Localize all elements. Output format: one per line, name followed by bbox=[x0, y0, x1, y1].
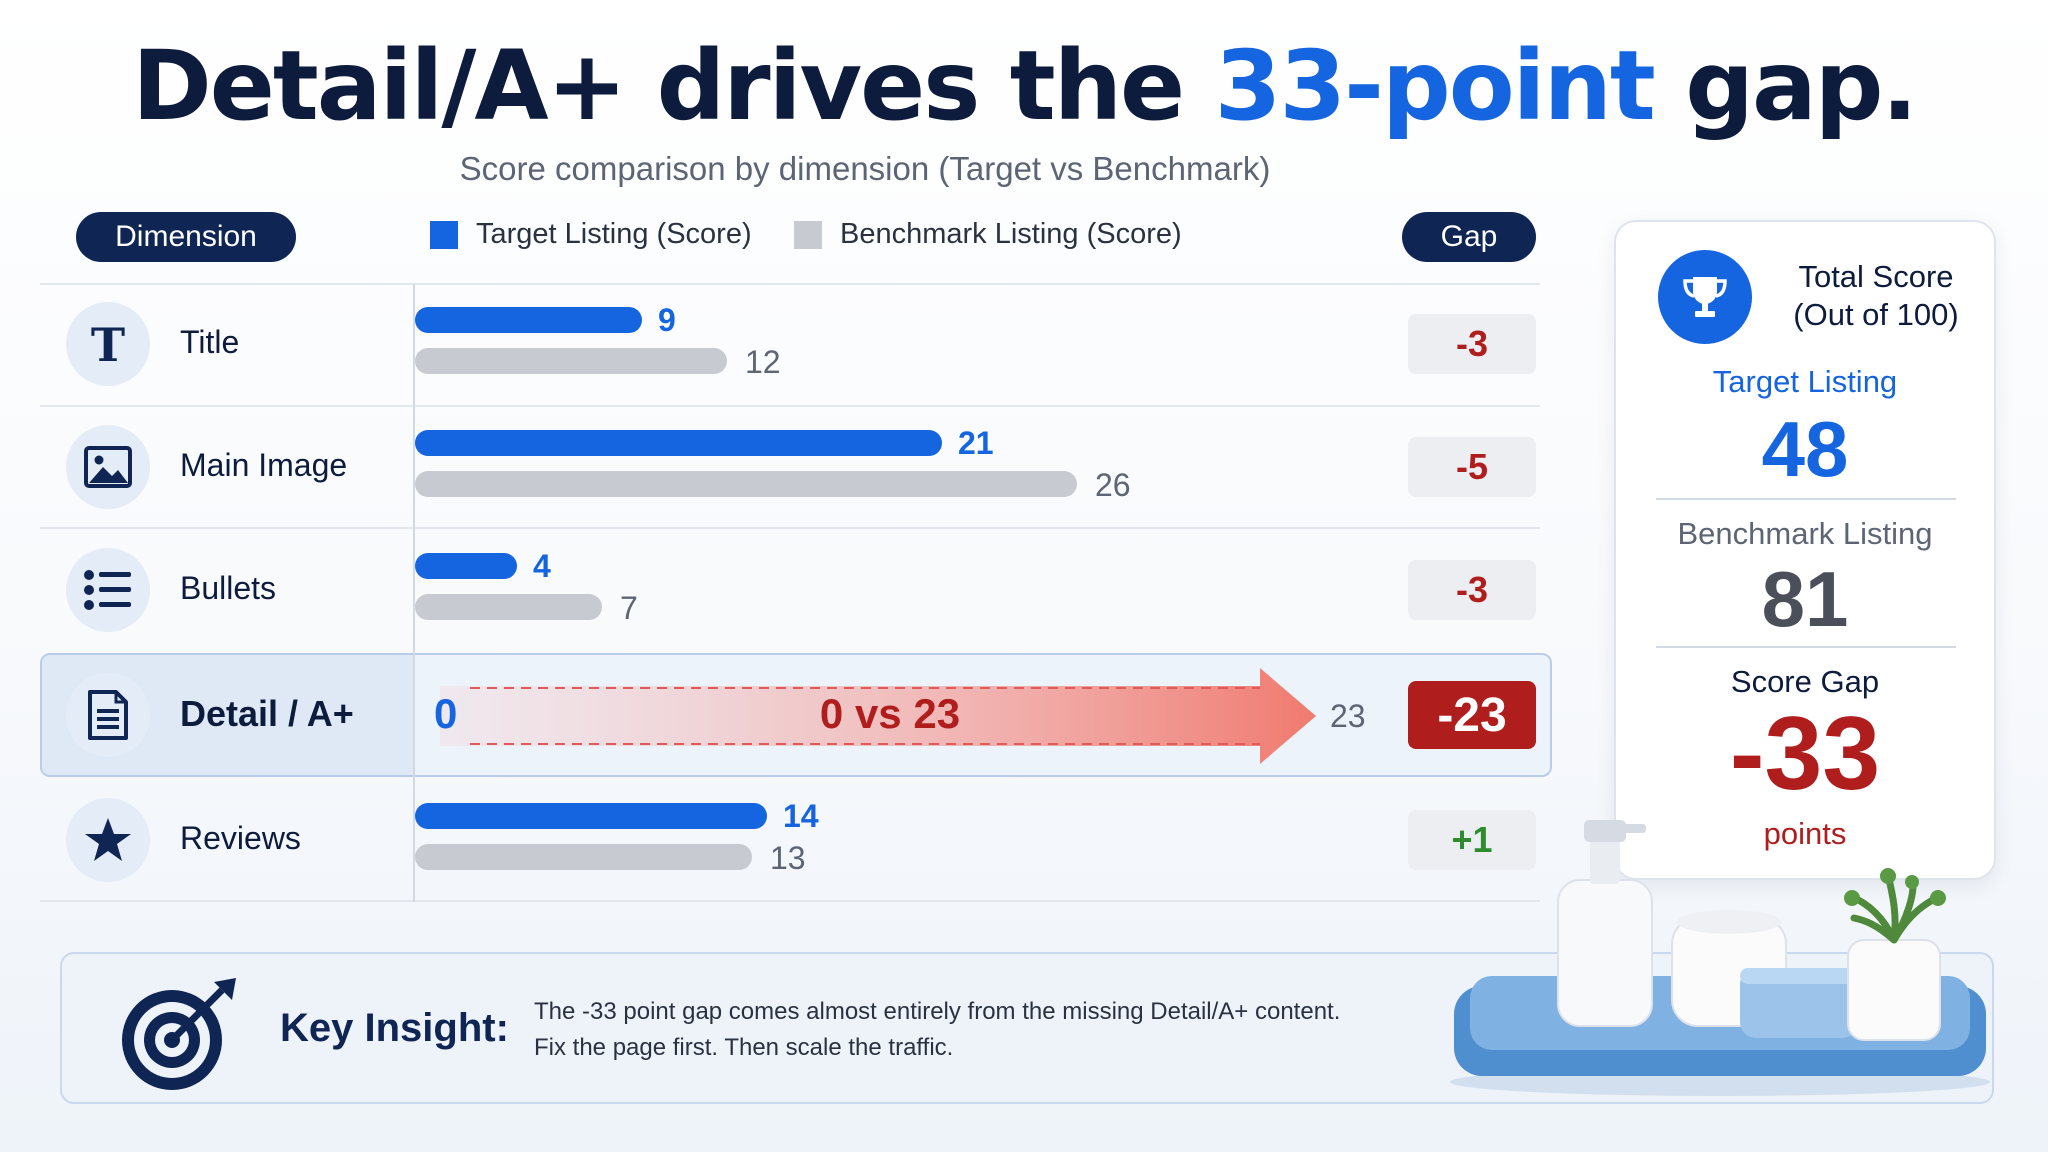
trophy-icon bbox=[1658, 250, 1752, 344]
insight-label: Key Insight: bbox=[280, 1006, 509, 1050]
legend-benchmark: Benchmark Listing (Score) bbox=[794, 218, 1182, 251]
highlight-center-label: 0 vs 23 bbox=[819, 690, 961, 737]
title-t-icon: T bbox=[66, 302, 150, 386]
row-label: Title bbox=[180, 324, 240, 360]
row-label: Bullets bbox=[180, 570, 277, 606]
row-divider bbox=[40, 900, 1540, 902]
target-value-label: 4 bbox=[533, 548, 551, 584]
summary-benchmark-label: Benchmark Listing bbox=[1677, 516, 1933, 551]
summary-heading-line1: Total Score bbox=[1798, 259, 1954, 294]
target-value-label: 9 bbox=[658, 302, 676, 338]
target-bar bbox=[415, 430, 942, 456]
target-bar bbox=[415, 803, 767, 829]
highlight-benchmark-value: 23 bbox=[1330, 698, 1366, 734]
benchmark-bar bbox=[415, 348, 727, 374]
page-title: Detail/A+ drives the 33-point gap. bbox=[0, 30, 2048, 142]
title-accent: 33-point bbox=[1214, 30, 1656, 142]
star-icon bbox=[66, 798, 150, 882]
highlight-target-value: 0 bbox=[434, 690, 458, 737]
benchmark-bar bbox=[415, 844, 752, 870]
document-icon bbox=[66, 673, 150, 757]
title-post: gap. bbox=[1653, 30, 1918, 142]
benchmark-value-label: 12 bbox=[745, 344, 781, 380]
insight-line1: The -33 point gap comes almost entirely … bbox=[534, 998, 1341, 1025]
row-divider bbox=[40, 527, 1540, 529]
summary-gap-unit: points bbox=[1763, 816, 1847, 851]
row-label: Reviews bbox=[180, 820, 301, 856]
gap-badge: -3 bbox=[1408, 314, 1536, 374]
row-label: Detail / A+ bbox=[180, 693, 354, 734]
summary-target-value: 48 bbox=[1761, 405, 1849, 493]
benchmark-bar bbox=[415, 471, 1077, 497]
total-score-card: Total Score (Out of 100) Target Listing … bbox=[1614, 220, 1996, 880]
summary-benchmark-value: 81 bbox=[1761, 555, 1849, 643]
gap-badge: +1 bbox=[1408, 810, 1536, 870]
legend-benchmark-label: Benchmark Listing (Score) bbox=[840, 218, 1182, 250]
gap-header: Gap bbox=[1402, 212, 1536, 262]
benchmark-value-label: 13 bbox=[770, 840, 806, 876]
axis-line bbox=[413, 284, 415, 902]
legend-benchmark-swatch bbox=[794, 220, 822, 249]
summary-heading-line2: (Out of 100) bbox=[1793, 297, 1959, 332]
gap-badge: -3 bbox=[1408, 560, 1536, 620]
target-bar bbox=[415, 553, 517, 579]
legend-target-label: Target Listing (Score) bbox=[476, 218, 752, 250]
title-pre: Detail/A+ drives the bbox=[132, 30, 1215, 142]
summary-gap-label: Score Gap bbox=[1730, 664, 1880, 699]
target-value-label: 21 bbox=[958, 425, 994, 461]
row-divider bbox=[40, 405, 1540, 407]
target-bar bbox=[415, 307, 642, 333]
row-divider bbox=[40, 283, 1540, 285]
legend-target-swatch bbox=[430, 220, 458, 249]
gap-badge: -5 bbox=[1408, 437, 1536, 497]
summary-heading: Total Score (Out of 100) bbox=[1766, 258, 1986, 334]
benchmark-bar bbox=[415, 594, 602, 620]
legend-target: Target Listing (Score) bbox=[430, 218, 752, 251]
target-arrow-icon bbox=[122, 978, 236, 1090]
summary-divider bbox=[1656, 498, 1956, 500]
insight-line2: Fix the page first. Then scale the traff… bbox=[534, 1034, 954, 1061]
page-subtitle: Score comparison by dimension (Target vs… bbox=[459, 150, 1271, 187]
row-label: Main Image bbox=[180, 447, 348, 483]
gap-badge: -23 bbox=[1408, 681, 1536, 749]
summary-divider bbox=[1656, 646, 1956, 648]
benchmark-value-label: 7 bbox=[620, 590, 638, 626]
gap-arrow bbox=[440, 668, 1316, 764]
summary-target-label: Target Listing bbox=[1712, 364, 1898, 399]
image-icon bbox=[66, 425, 150, 509]
benchmark-value-label: 26 bbox=[1095, 467, 1131, 503]
dimension-header: Dimension bbox=[76, 212, 296, 262]
summary-gap-value: -33 bbox=[1729, 696, 1881, 812]
insight-text: The -33 point gap comes almost entirely … bbox=[534, 994, 1340, 1066]
target-value-label: 14 bbox=[783, 798, 819, 834]
list-icon bbox=[66, 548, 150, 632]
svg-text:T: T bbox=[91, 319, 125, 369]
bathroom-tray-illustration bbox=[1450, 820, 1990, 1096]
